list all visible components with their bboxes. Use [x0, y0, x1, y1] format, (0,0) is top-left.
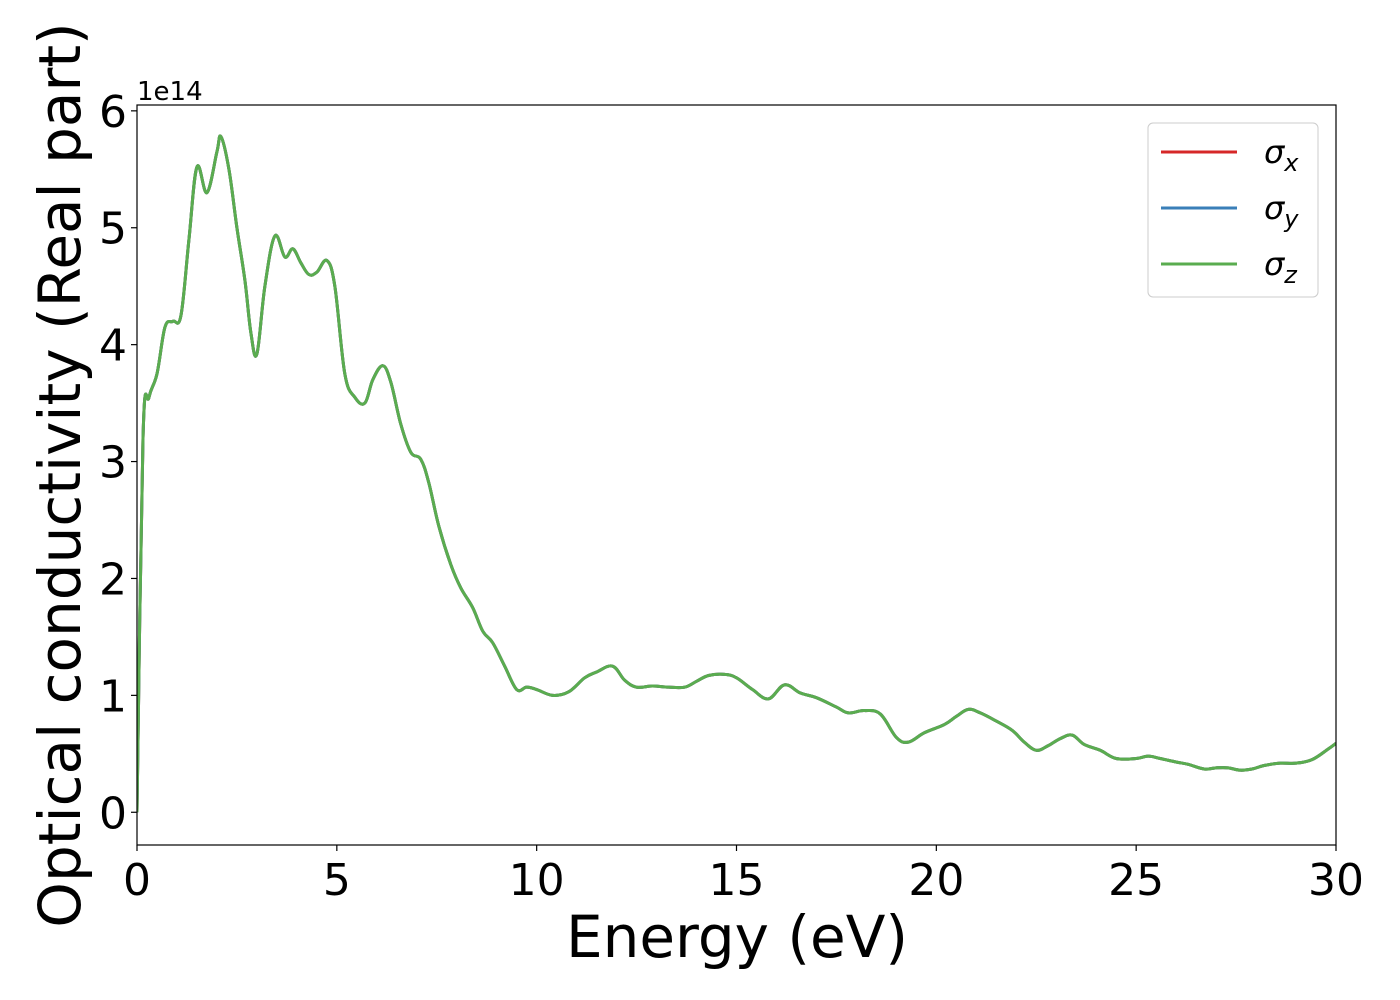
legend-box	[1147, 122, 1319, 298]
x-tick-label: 15	[709, 855, 765, 906]
x-tick-label: 5	[323, 855, 351, 906]
x-tick-label: 10	[509, 855, 565, 906]
x-tick-label: 0	[123, 855, 151, 906]
x-tick-label: 25	[1108, 855, 1164, 906]
legend-label-z: σz	[1264, 245, 1298, 289]
series-layer	[137, 134, 1336, 813]
x-axis-label: Energy (eV)	[566, 903, 908, 971]
y-tick-label: 5	[99, 204, 127, 255]
y-tick-label: 6	[99, 87, 127, 138]
x-tick-label: 30	[1308, 855, 1364, 906]
legend: σx σy σz	[1147, 122, 1319, 298]
y-tick-label: 3	[99, 438, 127, 489]
axes-layer: 0 5 10 15 20 25 30 0 1 2 3 4 5 6	[99, 87, 1364, 906]
x-tick-label: 20	[908, 855, 964, 906]
series-line-z	[137, 134, 1336, 813]
y-tick-label: 0	[99, 788, 127, 839]
y-axis-label: Optical conductivity (Real part)	[26, 22, 94, 927]
y-tick-label: 2	[99, 554, 127, 605]
y-offset-label: 1e14	[137, 77, 203, 107]
legend-label-x: σx	[1264, 133, 1299, 177]
y-tick-label: 4	[99, 321, 127, 372]
legend-label-y: σy	[1264, 189, 1299, 233]
y-tick-label: 1	[99, 671, 127, 722]
